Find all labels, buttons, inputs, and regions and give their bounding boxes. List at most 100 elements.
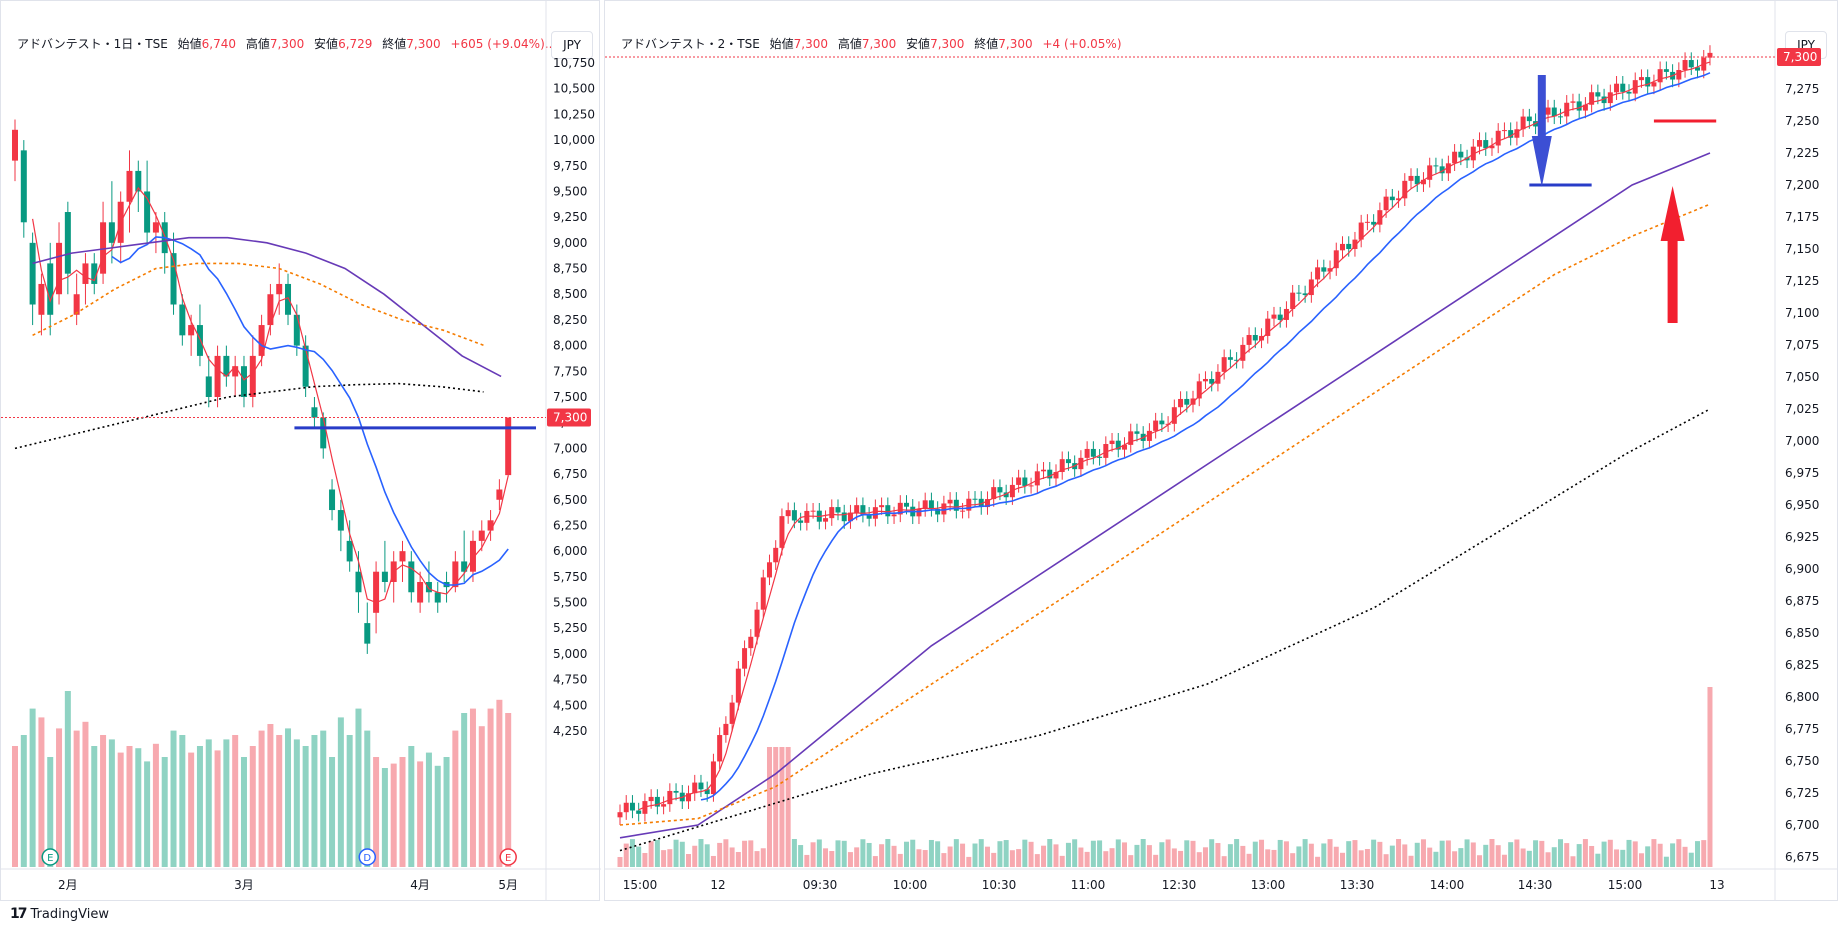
right-candle-body [1514,129,1520,138]
left-x-tick-label: 3月 [234,878,254,892]
left-interval: 1日 [113,37,134,51]
right-volume-bar [1464,839,1470,867]
right-candle-body [1315,267,1321,280]
right-candle-body [717,735,723,762]
left-y-tick-label: 4,250 [553,724,587,738]
right-volume-bar [1589,845,1595,867]
right-candle-body [1003,492,1009,498]
right-candle-body [1327,268,1333,272]
right-volume-bar [1302,839,1308,867]
right-candle-body [1483,140,1489,149]
left-volume-bar [417,761,424,867]
right-volume-bar [1427,847,1433,867]
right-volume-bar [1676,839,1682,867]
left-candle-body [487,520,494,531]
left-candle-body [373,571,380,613]
left-volume-bar [249,746,256,867]
left-currency-button[interactable]: JPY [551,31,593,59]
left-candle-body [205,376,212,397]
right-volume-bar [1501,854,1507,867]
left-y-tick-label: 9,000 [553,236,587,250]
right-candle-body [904,502,910,507]
right-candle-body [1545,107,1551,115]
left-volume-bar [161,757,168,867]
right-candle-body [648,796,654,802]
right-volume-bar [1414,842,1420,867]
right-candle-body [1371,221,1377,225]
right-candle-body [1396,198,1402,201]
right-candle-body [1607,92,1613,104]
right-candle-body [1097,456,1103,458]
right-candle-body [960,510,966,512]
left-ma-purple-line [32,236,502,378]
left-y-tick-label: 9,500 [553,184,587,198]
right-candle-body [1352,239,1358,249]
right-volume-bar [742,840,748,867]
left-volume-bar [117,752,124,867]
right-ma-black-line [619,408,1711,852]
left-candle-body [469,540,476,572]
right-chart-panel[interactable]: アドバンテスト・2・TSE 始値7,300 高値7,300 安値7,300 終値… [604,0,1838,901]
left-volume-bar [38,717,45,867]
left-candle-body [364,623,371,644]
right-volume-bar [866,842,872,867]
right-candle-body [1657,69,1663,83]
left-chart-canvas[interactable]: 10,750 10,500 10,250 10,000 9,750 9,500 9,250 9… [1,1,601,902]
left-volume-bar [100,735,107,867]
right-y-tick-label: 6,825 [1785,658,1819,672]
left-x-tick-label: 5月 [498,878,518,892]
right-volume-bar [1283,841,1289,867]
right-candle-body [1520,116,1526,130]
right-volume-bar [804,854,810,867]
right-volume-bar [1433,851,1439,867]
right-candle-body [928,500,934,509]
right-candle-body [916,509,922,517]
right-candle-body [710,761,716,795]
right-volume-bar [1246,853,1252,867]
right-open-label: 始値 [769,37,794,51]
left-candle-body [56,242,63,295]
right-candle-body [984,499,990,508]
right-volume-bar [1122,842,1128,867]
right-volume-bar [854,847,860,867]
right-y-tick-label: 6,700 [1785,818,1819,832]
right-volume-bar [1607,839,1613,867]
right-candle-body [1570,101,1576,103]
left-candle-body [258,325,265,356]
right-candle-body [629,802,635,811]
right-x-tick-label: 15:00 [1608,878,1643,892]
right-volume-bar [1277,839,1283,867]
right-candle-body [1601,96,1607,104]
left-sep-1: ・ [101,37,114,51]
left-volume-bar [73,730,80,867]
right-volume-bar [910,839,916,867]
right-candle-body [823,518,829,522]
left-candle-body [381,571,388,582]
right-volume-bar [1458,848,1464,867]
right-volume-bar [1053,844,1059,867]
right-candle-body [1146,430,1152,441]
left-volume-bar [320,730,327,867]
tradingview-footer[interactable]: 17 TradingView [10,906,109,922]
right-volume-bar [1477,855,1483,867]
left-y-tick-label: 7,750 [553,364,587,378]
left-volume-bar [12,746,18,867]
right-volume-bar [897,853,903,867]
left-y-tick-label: 8,000 [553,339,587,353]
right-candle-body [1526,116,1532,122]
right-volume-bar [1202,847,1208,867]
right-volume-bar [1259,839,1265,867]
right-x-tick-label: 09:30 [803,878,838,892]
left-candle-body [276,283,283,295]
right-candle-body [1645,77,1651,87]
left-chart-panel[interactable]: アドバンテスト・1日・TSE 始値6,740 高値7,300 安値6,729 終… [0,0,601,902]
left-ma-orange-line [32,262,485,347]
left-volume-bar [302,746,309,867]
right-y-tick-label: 7,100 [1785,306,1819,320]
right-candle-body [810,510,816,512]
right-exchange: TSE [737,37,760,51]
left-volume-bar [364,730,371,867]
left-volume-bar [293,739,300,867]
right-volume-bar [1271,849,1277,867]
right-chart-canvas[interactable]: 7,275 7,250 7,225 7,200 7,175 7,150 7,125 7,100… [605,1,1838,902]
